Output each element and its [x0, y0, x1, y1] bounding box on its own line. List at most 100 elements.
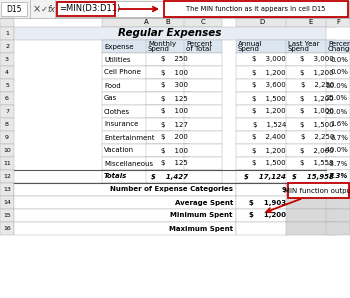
- Text: Gas: Gas: [104, 95, 117, 102]
- Text: D15: D15: [6, 4, 22, 13]
- Bar: [14, 209, 236, 222]
- Text: $    1,427: $ 1,427: [151, 173, 188, 179]
- Bar: [0, 118, 14, 131]
- Bar: [286, 183, 336, 196]
- Bar: [236, 92, 288, 105]
- Bar: [326, 92, 350, 105]
- Bar: [326, 157, 350, 170]
- Bar: [286, 53, 336, 66]
- Text: Number of Expense Categories: Number of Expense Categories: [110, 187, 233, 193]
- Bar: [286, 144, 336, 157]
- Bar: [0, 66, 14, 79]
- Text: $    1,000: $ 1,000: [300, 108, 334, 114]
- Bar: [286, 105, 336, 118]
- Bar: [236, 157, 288, 170]
- Text: 11: 11: [3, 161, 11, 166]
- Bar: [0, 53, 14, 66]
- Bar: [146, 79, 190, 92]
- Bar: [286, 196, 336, 209]
- Bar: [236, 66, 288, 79]
- Bar: [236, 105, 288, 118]
- Text: $    1,200: $ 1,200: [252, 69, 286, 75]
- Bar: [102, 66, 190, 79]
- Text: Clothes: Clothes: [104, 108, 130, 114]
- Bar: [184, 144, 222, 157]
- Text: Totals: Totals: [104, 173, 127, 179]
- Bar: [184, 157, 222, 170]
- Text: 6.7%: 6.7%: [330, 134, 348, 140]
- Text: MIN function output: MIN function output: [284, 187, 350, 193]
- Text: -40.0%: -40.0%: [323, 148, 348, 153]
- Text: Expense: Expense: [104, 44, 133, 49]
- Text: 6: 6: [5, 96, 9, 101]
- Text: 0.0%: 0.0%: [330, 69, 348, 75]
- Bar: [184, 40, 222, 53]
- Text: $    100: $ 100: [161, 108, 188, 114]
- Text: 8: 8: [5, 122, 9, 127]
- Text: Spend: Spend: [148, 46, 170, 52]
- Bar: [326, 131, 350, 144]
- Text: 60.0%: 60.0%: [326, 83, 348, 89]
- Text: $    100: $ 100: [161, 148, 188, 153]
- Text: $    3,600: $ 3,600: [252, 83, 286, 89]
- Bar: [102, 144, 190, 157]
- Bar: [286, 79, 336, 92]
- Bar: [326, 183, 350, 196]
- Bar: [184, 118, 222, 131]
- Text: $    1,200: $ 1,200: [300, 95, 334, 102]
- Bar: [286, 222, 336, 235]
- Bar: [236, 196, 288, 209]
- Text: $    125: $ 125: [161, 161, 188, 167]
- Bar: [0, 157, 14, 170]
- Bar: [326, 66, 350, 79]
- Bar: [102, 92, 190, 105]
- Text: $    2,400: $ 2,400: [252, 134, 286, 140]
- Text: Spend: Spend: [288, 46, 310, 52]
- Bar: [236, 79, 288, 92]
- Text: $    2,000: $ 2,000: [300, 148, 334, 153]
- Text: The MIN function as it appears in cell D15: The MIN function as it appears in cell D…: [186, 6, 326, 12]
- Bar: [164, 1, 348, 17]
- Bar: [286, 157, 336, 170]
- Bar: [146, 105, 190, 118]
- Bar: [184, 105, 222, 118]
- Text: $    1,200: $ 1,200: [252, 108, 286, 114]
- Text: 3: 3: [5, 57, 9, 62]
- Text: Minimum Spent: Minimum Spent: [170, 212, 233, 218]
- Bar: [146, 144, 190, 157]
- Bar: [0, 18, 14, 27]
- Text: 7.3%: 7.3%: [329, 173, 348, 179]
- Text: Insurance: Insurance: [104, 122, 138, 128]
- Bar: [286, 40, 336, 53]
- Text: 5: 5: [5, 83, 9, 88]
- Text: $    17,124: $ 17,124: [244, 173, 286, 179]
- Text: $    125: $ 125: [161, 95, 188, 102]
- Bar: [288, 183, 349, 198]
- Bar: [286, 209, 336, 222]
- Bar: [326, 18, 350, 27]
- Bar: [286, 131, 336, 144]
- Bar: [0, 209, 14, 222]
- Bar: [146, 118, 190, 131]
- Text: $    1,200: $ 1,200: [300, 69, 334, 75]
- Text: Annual: Annual: [238, 41, 262, 47]
- Text: Last Year: Last Year: [288, 41, 320, 47]
- Text: Cell Phone: Cell Phone: [104, 69, 141, 75]
- Bar: [236, 18, 288, 27]
- Text: =MIN(D3:D11): =MIN(D3:D11): [59, 4, 120, 13]
- Bar: [326, 53, 350, 66]
- Text: B: B: [166, 19, 170, 26]
- Text: $    1,500: $ 1,500: [300, 122, 334, 128]
- Text: $    1,558: $ 1,558: [301, 161, 334, 167]
- Bar: [184, 79, 222, 92]
- Text: E: E: [309, 19, 313, 26]
- Bar: [146, 18, 190, 27]
- Bar: [326, 170, 350, 183]
- Bar: [184, 92, 222, 105]
- Bar: [184, 53, 222, 66]
- Bar: [286, 92, 336, 105]
- Text: 9: 9: [281, 187, 286, 193]
- Bar: [14, 196, 236, 209]
- Bar: [102, 53, 190, 66]
- Bar: [0, 79, 14, 92]
